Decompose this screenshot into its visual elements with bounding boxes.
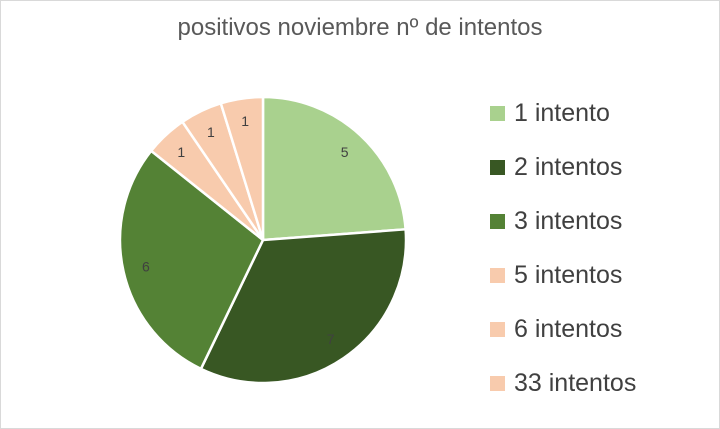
legend-label: 33 intentos	[514, 368, 637, 397]
legend-label: 6 intentos	[514, 314, 623, 343]
data-label-2: 7	[327, 331, 335, 347]
legend-item: 5 intentos	[490, 248, 715, 302]
legend-item: 2 intentos	[490, 140, 715, 194]
chart-title: positivos noviembre nº de intentos	[177, 14, 543, 41]
legend-label: 2 intentos	[514, 152, 623, 181]
legend-swatch	[490, 321, 505, 337]
pie-slice-1	[261, 95, 407, 242]
data-label-3: 6	[142, 259, 150, 275]
legend-swatch	[490, 213, 505, 229]
data-label-4: 1	[177, 144, 185, 160]
legend-item: 3 intentos	[490, 194, 715, 248]
legend-item: 33 intentos	[490, 356, 715, 410]
legend-label: 5 intentos	[514, 260, 623, 289]
legend-swatch	[490, 375, 505, 391]
legend-item: 1 intento	[490, 86, 715, 140]
pie-slice-2	[199, 228, 408, 385]
legend-label: 3 intentos	[514, 206, 623, 235]
legend-swatch	[490, 105, 505, 121]
data-label-5: 1	[207, 124, 215, 140]
pie-slice-6	[219, 95, 265, 242]
chart-legend: 1 intento 2 intentos 3 intentos 5 intentos 6…	[490, 86, 715, 410]
legend-item: 6 intentos	[490, 302, 715, 356]
legend-swatch	[490, 159, 505, 175]
legend-label: 1 intento	[514, 98, 610, 127]
data-label-6: 1	[241, 113, 249, 129]
data-label-1: 5	[341, 144, 349, 160]
pie-slice-3	[118, 149, 265, 371]
legend-swatch	[490, 267, 505, 283]
